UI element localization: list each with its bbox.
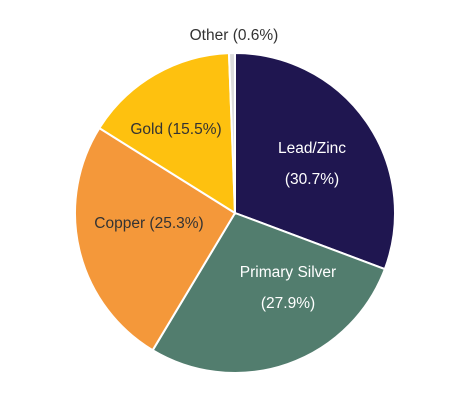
slice-label-copper: Copper (25.3%): [94, 215, 203, 232]
pie-slice-other: [227, 51, 236, 214]
pie-slice-lead-zinc: [234, 51, 396, 271]
pie-slice-copper: [74, 126, 237, 352]
slice-label-lead-zinc-line-2: (30.7%): [285, 171, 339, 188]
slice-label-primary-silver-line-1: Primary Silver: [240, 264, 336, 281]
slice-label-other: Other (0.6%): [190, 27, 279, 44]
slice-label-gold: Gold (15.5%): [130, 121, 221, 138]
pie-slice-gold: [97, 52, 237, 215]
slice-label-lead-zinc-line-1: Lead/Zinc: [278, 140, 346, 157]
slice-label-primary-silver-line-2: (27.9%): [261, 295, 315, 312]
pie-slice-primary-silver: [151, 211, 387, 374]
pie-labels: Lead/Zinc (30.7%) Primary Silver (27.9%) Cop…: [94, 27, 346, 312]
pie-slices: [74, 51, 396, 374]
